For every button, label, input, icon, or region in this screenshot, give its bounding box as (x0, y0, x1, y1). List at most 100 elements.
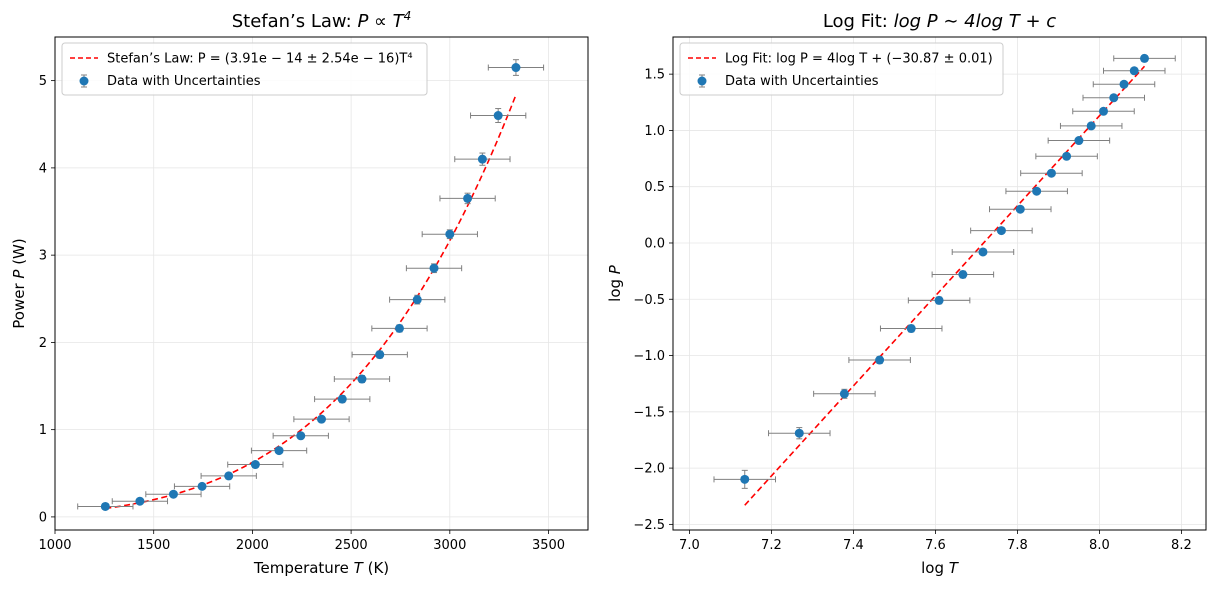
right-data-marker (1129, 66, 1139, 76)
left-data-point (314, 394, 371, 404)
right-data-marker (1140, 53, 1149, 63)
right-legend-marker (697, 76, 707, 86)
right-data-point (848, 355, 911, 365)
right-y-tick-label: −2.5 (633, 518, 665, 533)
left-data-point (454, 152, 511, 166)
left-data-point (111, 496, 169, 506)
right-data-point (1035, 151, 1098, 161)
right-y-tick-label: 0.5 (644, 180, 665, 195)
left-data-marker (357, 374, 367, 384)
right-data-marker (958, 269, 968, 279)
right-data-point (1072, 106, 1135, 116)
right-x-tick-label: 7.4 (843, 538, 864, 553)
right-data-point (1047, 136, 1111, 146)
right-data-marker (1032, 186, 1042, 196)
left-data-marker (337, 394, 347, 404)
left-data-point (145, 489, 202, 499)
right-y-tick-label: −2.0 (633, 462, 665, 477)
left-data-point (272, 431, 329, 441)
right-data-point (1092, 79, 1156, 89)
right-data-marker (740, 474, 750, 484)
left-x-tick-label: 3500 (532, 538, 565, 553)
right-data-marker (1046, 168, 1056, 178)
left-x-tick-label: 1000 (38, 538, 71, 553)
right-data-marker (794, 428, 804, 438)
left-legend-data-swatch (79, 74, 89, 88)
right-data-point (1113, 53, 1176, 63)
right-data-marker (906, 324, 916, 334)
right-y-tick-label: 0.0 (644, 236, 665, 251)
left-data-marker (296, 431, 306, 441)
left-legend-marker (79, 76, 89, 86)
left-legend: Stefan’s Law: P = (3.91e − 14 ± 2.54e − … (61, 42, 428, 96)
right-x-tick-label: 8.2 (1171, 538, 1192, 553)
left-data-marker (274, 446, 284, 456)
right-data-marker (934, 295, 944, 305)
right-y-tick-label: 1.5 (644, 68, 665, 83)
left-y-tick-label: 3 (39, 249, 47, 264)
right-data-point (970, 226, 1033, 236)
right-data-points (713, 53, 1176, 489)
left-data-marker (317, 414, 326, 424)
left-y-tick-label: 5 (39, 74, 47, 89)
right-y-tick-label: −1.0 (633, 349, 665, 364)
right-x-ticks: 7.0 7.2 7.4 7.6 7.8 8.0 8.2 (679, 530, 1192, 553)
right-data-point (1020, 168, 1083, 178)
right-data-point (1005, 186, 1068, 196)
right-data-point (951, 247, 1015, 257)
right-fit-line (744, 65, 1146, 506)
left-data-marker (250, 460, 260, 470)
left-data-marker (394, 323, 404, 333)
left-y-tick-label: 2 (39, 336, 47, 351)
left-chart-title: Stefan’s Law: P ∝ T4 (232, 9, 412, 32)
left-data-point (227, 460, 284, 470)
right-data-marker (839, 389, 849, 399)
right-data-marker (1119, 79, 1129, 89)
left-x-ticks: 1000 1500 2000 2500 3000 3500 (38, 530, 565, 553)
chart-right: 7.0 7.2 7.4 7.6 7.8 8.0 8.2 −2.5 −2.0 −1.5 −1.0 −0… (606, 11, 1207, 577)
right-data-point (1103, 66, 1166, 76)
left-data-marker (224, 471, 234, 481)
right-data-point (931, 269, 995, 279)
right-data-point (813, 388, 876, 399)
left-data-point (77, 501, 134, 511)
right-legend-box (679, 42, 1004, 96)
right-data-point (989, 204, 1052, 214)
right-data-marker (1099, 106, 1108, 116)
left-x-axis-label: Temperature T (K) (253, 559, 389, 577)
left-data-point (487, 59, 545, 76)
left-x-tick-label: 2000 (236, 538, 269, 553)
right-legend-data-label: Data with Uncertainties (725, 74, 879, 89)
right-x-tick-label: 7.2 (761, 538, 782, 553)
left-y-tick-label: 1 (39, 423, 47, 438)
right-fit-curve (744, 65, 1146, 506)
left-data-marker (135, 496, 145, 506)
right-x-tick-label: 8.0 (1089, 538, 1110, 553)
right-chart-title: Log Fit: log P ∼ 4log T + c (823, 11, 1056, 32)
left-data-marker (100, 501, 110, 511)
right-x-axis-label: log T (921, 559, 960, 577)
right-y-ticks: −2.5 −2.0 −1.5 −1.0 −0.5 0.0 0.5 1.0 1.5 (633, 68, 673, 533)
left-data-point (200, 471, 257, 481)
right-data-point (1082, 93, 1145, 103)
left-y-tick-label: 4 (39, 161, 47, 176)
left-data-marker (197, 481, 207, 491)
right-data-point (1059, 121, 1123, 131)
right-data-marker (875, 355, 885, 365)
right-grid (673, 37, 1206, 530)
right-x-tick-label: 7.8 (1007, 538, 1028, 553)
right-data-point (713, 469, 776, 489)
left-legend-data-label: Data with Uncertainties (107, 74, 261, 89)
left-plot-frame (54, 36, 589, 531)
left-data-marker (168, 489, 178, 499)
left-x-tick-label: 1500 (137, 538, 170, 553)
left-data-marker (375, 350, 385, 360)
right-data-marker (1062, 151, 1072, 161)
left-x-tick-label: 2500 (335, 538, 368, 553)
right-x-tick-label: 7.0 (679, 538, 700, 553)
left-data-point (250, 446, 308, 456)
right-data-point (879, 324, 943, 334)
left-data-point (389, 294, 446, 305)
left-data-marker (463, 193, 473, 203)
